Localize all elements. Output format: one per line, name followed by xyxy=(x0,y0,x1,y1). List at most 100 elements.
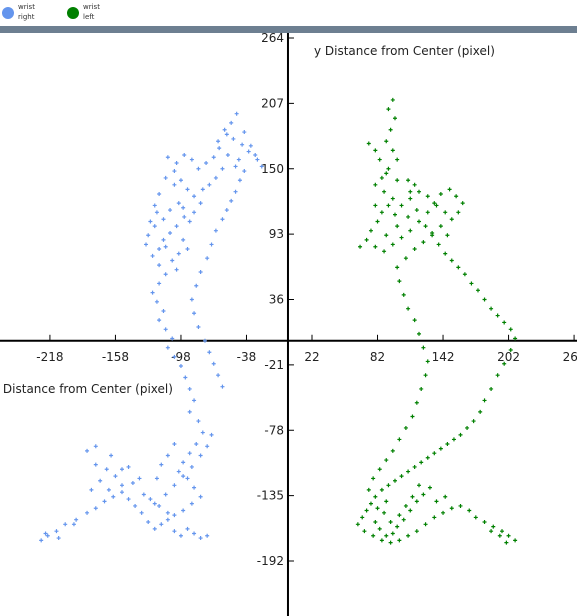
legend: wrist right wrist left xyxy=(0,0,577,26)
data-point xyxy=(187,451,192,456)
data-point xyxy=(410,494,415,499)
data-point xyxy=(148,219,153,224)
data-point xyxy=(408,228,413,233)
data-point xyxy=(207,182,212,187)
data-point xyxy=(181,205,186,210)
data-point xyxy=(98,478,103,483)
data-point xyxy=(423,224,428,229)
data-point xyxy=(508,327,513,332)
data-point xyxy=(154,299,159,304)
data-point xyxy=(233,189,238,194)
data-point xyxy=(412,318,417,323)
data-point xyxy=(403,256,408,261)
data-point xyxy=(471,419,476,424)
x-tick-label: 202 xyxy=(497,350,520,364)
data-point xyxy=(478,409,483,414)
data-point xyxy=(399,235,404,240)
data-point xyxy=(412,464,417,469)
data-point xyxy=(168,230,173,235)
data-point xyxy=(443,251,448,256)
data-point xyxy=(229,120,234,125)
data-point xyxy=(141,492,146,497)
data-point xyxy=(495,373,500,378)
data-point xyxy=(163,327,168,332)
data-point xyxy=(513,538,518,543)
data-point xyxy=(449,217,454,222)
data-point xyxy=(406,533,411,538)
y-tick-label: 93 xyxy=(269,227,284,241)
data-point xyxy=(176,201,181,206)
data-point xyxy=(93,462,98,467)
data-point xyxy=(165,453,170,458)
data-point xyxy=(229,198,234,203)
data-point xyxy=(377,467,382,472)
data-point xyxy=(198,269,203,274)
data-point xyxy=(384,171,389,176)
data-point xyxy=(425,359,430,364)
data-point xyxy=(152,203,157,208)
data-point xyxy=(410,414,415,419)
data-point xyxy=(489,306,494,311)
data-point xyxy=(460,201,465,206)
data-point xyxy=(491,524,496,529)
data-point xyxy=(222,127,227,132)
data-point xyxy=(414,499,419,504)
data-point xyxy=(371,476,376,481)
data-point xyxy=(146,233,151,238)
data-point xyxy=(183,375,188,380)
data-point xyxy=(451,437,456,442)
series-wrist-left xyxy=(355,97,518,545)
data-point xyxy=(436,242,441,247)
data-point xyxy=(178,533,183,538)
x-axis-label: x Distance from Center (pixel) xyxy=(0,382,173,396)
data-point xyxy=(397,538,402,543)
data-point xyxy=(506,533,511,538)
data-point xyxy=(157,318,162,323)
data-point xyxy=(174,224,179,229)
data-point xyxy=(386,203,391,208)
data-point xyxy=(159,522,164,527)
data-point xyxy=(133,503,138,508)
data-point xyxy=(375,506,380,511)
data-point xyxy=(395,157,400,162)
data-point xyxy=(85,448,90,453)
data-point xyxy=(458,432,463,437)
data-point xyxy=(449,258,454,263)
data-point xyxy=(382,189,387,194)
data-point xyxy=(473,515,478,520)
data-point xyxy=(504,540,509,545)
data-point xyxy=(182,152,187,157)
data-point xyxy=(475,288,480,293)
data-point xyxy=(421,345,426,350)
legend-label-line2: right xyxy=(18,13,35,21)
data-point xyxy=(148,497,153,502)
data-point xyxy=(187,386,192,391)
data-point xyxy=(157,503,162,508)
data-point xyxy=(368,501,373,506)
data-point xyxy=(366,487,371,492)
legend-label-line2: left xyxy=(83,13,95,21)
data-point xyxy=(174,161,179,166)
x-tick-label: 262 xyxy=(563,350,577,364)
data-point xyxy=(246,149,251,154)
data-point xyxy=(217,146,222,151)
data-point xyxy=(181,460,186,465)
data-point xyxy=(366,141,371,146)
y-tick-label: -135 xyxy=(257,489,284,503)
data-point xyxy=(161,217,166,222)
data-point xyxy=(176,251,181,256)
data-point xyxy=(163,272,168,277)
data-point xyxy=(373,494,378,499)
y-tick-label: -192 xyxy=(257,554,284,568)
data-point xyxy=(482,297,487,302)
x-tick-label: -98 xyxy=(171,350,191,364)
data-point xyxy=(482,398,487,403)
data-point xyxy=(157,281,162,286)
data-point xyxy=(172,529,177,534)
data-point xyxy=(388,540,393,545)
data-point xyxy=(159,462,164,467)
data-point xyxy=(403,425,408,430)
data-point xyxy=(259,164,264,169)
data-point xyxy=(119,467,124,472)
data-point xyxy=(113,474,118,479)
